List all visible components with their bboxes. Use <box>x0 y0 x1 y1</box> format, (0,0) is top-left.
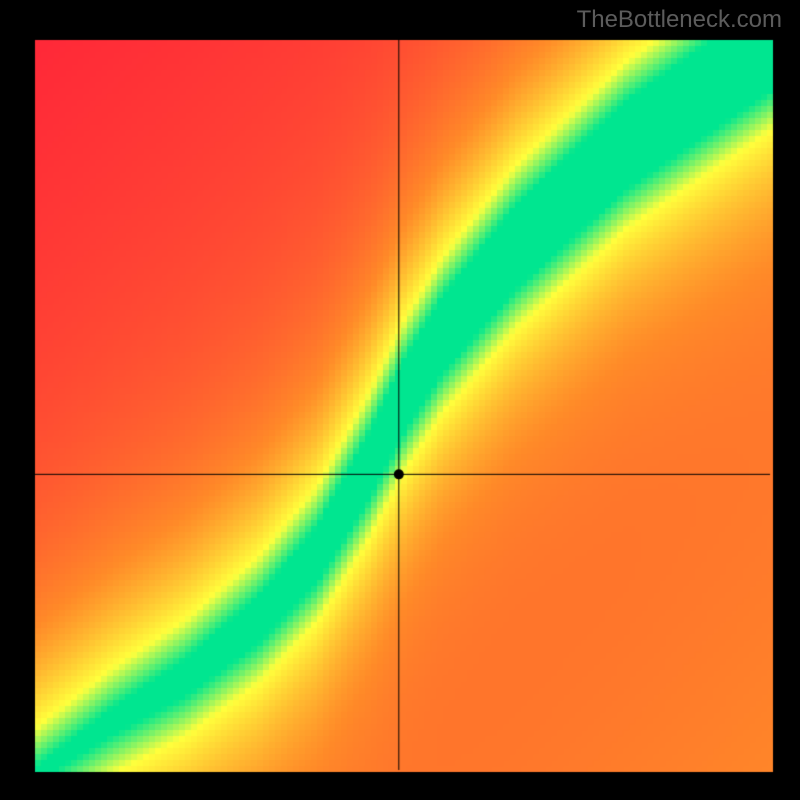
watermark-text: TheBottleneck.com <box>577 6 782 34</box>
bottleneck-heatmap <box>0 0 800 800</box>
chart-container: TheBottleneck.com <box>0 0 800 800</box>
